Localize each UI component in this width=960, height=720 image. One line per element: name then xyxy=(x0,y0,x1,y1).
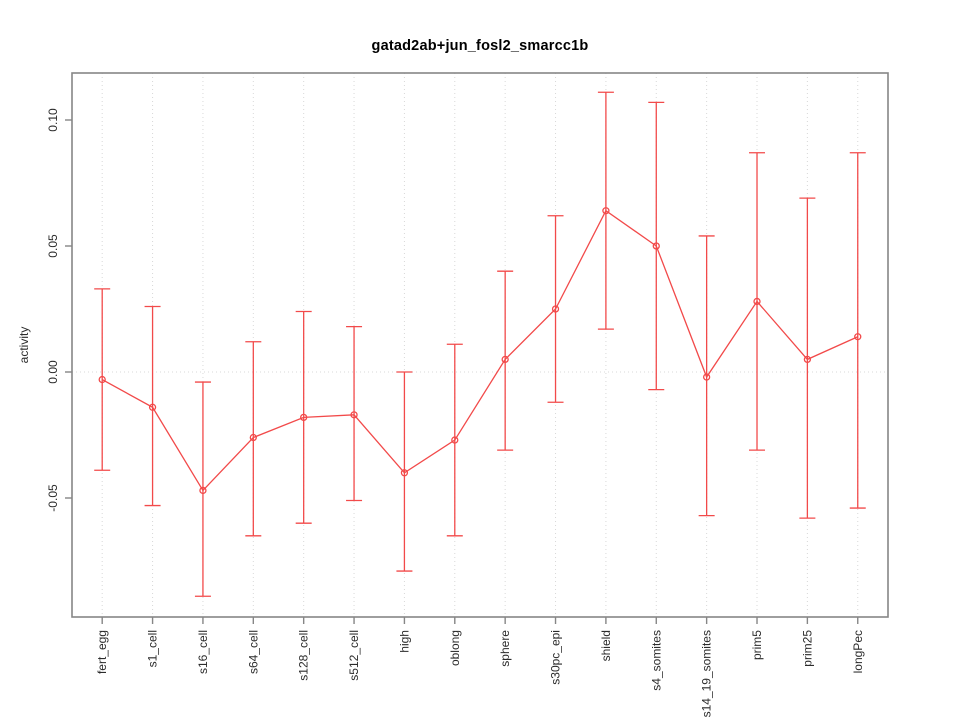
plot-border xyxy=(71,72,889,618)
x-tick-label: longPec xyxy=(851,630,865,673)
data-point-marker xyxy=(602,207,610,215)
x-tick-label: s512_cell xyxy=(347,630,361,681)
data-point-marker xyxy=(199,486,207,495)
data-point-marker xyxy=(652,242,660,250)
x-tick-label: s64_cell xyxy=(246,630,260,674)
data-point-marker xyxy=(501,355,509,364)
data-point-marker xyxy=(98,375,106,384)
data-point-marker xyxy=(854,333,862,341)
data-point-marker xyxy=(803,355,812,364)
x-tick-label: s128_cell xyxy=(297,630,311,681)
data-point-marker xyxy=(451,436,459,444)
x-tick-label: s1_cell xyxy=(146,630,160,667)
y-axis-title: activity xyxy=(17,327,31,364)
y-tick-label: -0.05 xyxy=(46,484,60,512)
y-tick-label: 0.00 xyxy=(46,360,60,384)
x-tick-label: oblong xyxy=(448,630,462,666)
data-point-marker xyxy=(551,305,560,313)
x-tick-label: sphere xyxy=(498,630,512,667)
data-point-marker xyxy=(249,433,257,442)
data-point-marker xyxy=(400,469,409,477)
series-line xyxy=(101,209,859,492)
data-point-marker xyxy=(753,297,761,306)
x-tick-label: shield xyxy=(599,630,613,661)
x-tick-label: prim25 xyxy=(800,630,814,667)
x-tick-label: fert_egg xyxy=(95,630,109,674)
x-tick-label: high xyxy=(397,630,411,653)
y-tick-label: 0.05 xyxy=(46,234,60,258)
y-tick-label: 0.10 xyxy=(46,108,60,132)
x-tick-label: s30pc_epi xyxy=(549,630,563,685)
data-point-marker xyxy=(300,413,308,422)
data-point-marker xyxy=(702,373,711,381)
chart-title: gatad2ab+jun_fosl2_smarcc1b xyxy=(371,38,589,54)
data-point-marker xyxy=(350,411,358,419)
x-tick-label: prim5 xyxy=(750,630,764,660)
x-tick-label: s4_somites xyxy=(649,630,663,691)
data-point-marker xyxy=(148,403,157,411)
x-tick-label: s14_19_somites xyxy=(700,630,714,717)
x-tick-label: s16_cell xyxy=(196,630,210,674)
